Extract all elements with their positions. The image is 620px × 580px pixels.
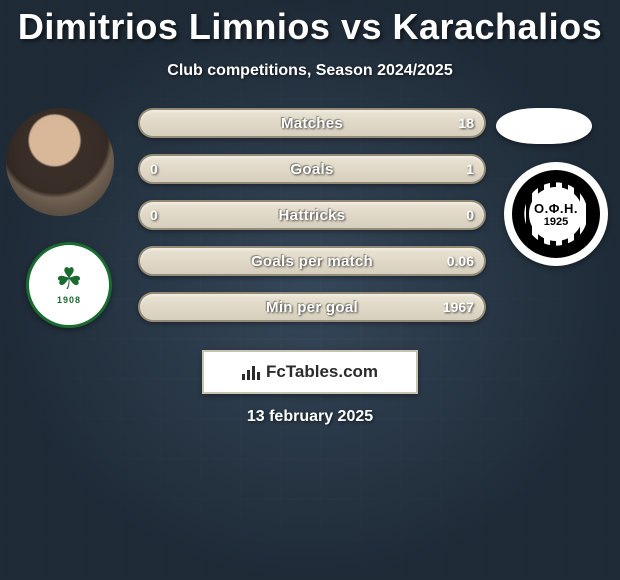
page-subtitle: Club competitions, Season 2024/2025 bbox=[0, 62, 620, 80]
club-left-year: 1908 bbox=[57, 295, 81, 305]
club-left-badge: ☘ 1908 bbox=[26, 242, 112, 328]
stat-label: Min per goal bbox=[266, 299, 358, 316]
stat-label: Goals bbox=[290, 161, 333, 178]
clover-icon: ☘ bbox=[56, 265, 83, 295]
stat-right-value: 1967 bbox=[443, 299, 474, 315]
club-right-badge-inner: Ο.Φ.Η. 1925 bbox=[512, 170, 600, 258]
stat-right-value: 0 bbox=[466, 207, 474, 223]
snapshot-date: 13 february 2025 bbox=[247, 408, 373, 426]
club-right-disc: Ο.Φ.Η. 1925 bbox=[529, 187, 583, 241]
stat-row-mpg: Min per goal 1967 bbox=[138, 292, 486, 322]
stat-left-value: 0 bbox=[150, 207, 158, 223]
stat-label: Hattricks bbox=[279, 207, 346, 224]
brand-label: FcTables.com bbox=[266, 362, 378, 382]
stat-label: Matches bbox=[281, 115, 343, 132]
stat-row-goals: 0 Goals 1 bbox=[138, 154, 486, 184]
stat-row-hattricks: 0 Hattricks 0 bbox=[138, 200, 486, 230]
club-right-year: 1925 bbox=[544, 216, 568, 228]
stat-right-value: 1 bbox=[466, 161, 474, 177]
page-title: Dimitrios Limnios vs Karachalios bbox=[0, 0, 620, 48]
stat-row-matches: Matches 18 bbox=[138, 108, 486, 138]
stat-label: Goals per match bbox=[251, 253, 373, 270]
stat-row-gpm: Goals per match 0.06 bbox=[138, 246, 486, 276]
brand-watermark[interactable]: FcTables.com bbox=[202, 350, 418, 394]
bar-chart-icon bbox=[242, 364, 260, 380]
player-left-avatar bbox=[6, 108, 114, 216]
stat-bars: Matches 18 0 Goals 1 0 Hattricks 0 Goals… bbox=[138, 108, 486, 338]
stat-right-value: 18 bbox=[458, 115, 474, 131]
stat-left-value: 0 bbox=[150, 161, 158, 177]
club-right-badge: Ο.Φ.Η. 1925 bbox=[504, 162, 608, 266]
club-right-abbr: Ο.Φ.Η. bbox=[534, 201, 578, 216]
stat-right-value: 0.06 bbox=[447, 253, 474, 269]
player-right-avatar bbox=[496, 108, 592, 144]
